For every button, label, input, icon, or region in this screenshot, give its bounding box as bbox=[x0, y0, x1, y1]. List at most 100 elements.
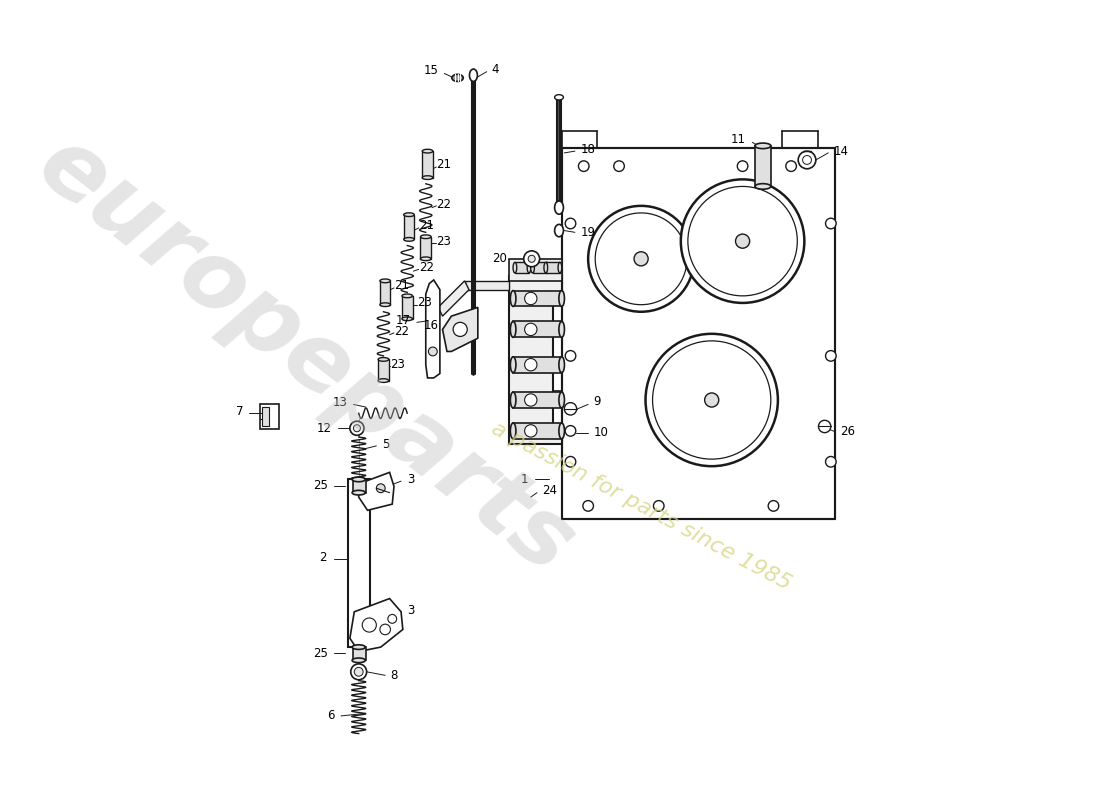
Bar bbox=[378, 359, 388, 381]
Text: 2: 2 bbox=[319, 550, 327, 563]
Ellipse shape bbox=[420, 257, 431, 261]
Circle shape bbox=[825, 457, 836, 467]
Text: 20: 20 bbox=[492, 252, 507, 266]
Ellipse shape bbox=[402, 294, 412, 298]
Bar bbox=[513, 423, 562, 439]
Text: 9: 9 bbox=[593, 395, 601, 408]
Text: 22: 22 bbox=[437, 198, 451, 210]
Text: 15: 15 bbox=[424, 64, 438, 78]
Ellipse shape bbox=[402, 317, 412, 321]
Circle shape bbox=[525, 425, 537, 437]
Ellipse shape bbox=[404, 238, 415, 242]
Text: 25: 25 bbox=[312, 646, 328, 660]
Circle shape bbox=[799, 151, 816, 169]
Bar bbox=[513, 357, 562, 373]
Text: 7: 7 bbox=[235, 405, 243, 418]
Ellipse shape bbox=[559, 423, 564, 439]
Ellipse shape bbox=[559, 290, 564, 306]
Ellipse shape bbox=[554, 94, 563, 100]
Text: 6: 6 bbox=[328, 710, 334, 722]
Text: 4: 4 bbox=[491, 63, 498, 77]
Text: 21: 21 bbox=[394, 278, 409, 292]
Text: 26: 26 bbox=[840, 426, 856, 438]
Text: 17: 17 bbox=[396, 314, 410, 327]
Circle shape bbox=[818, 420, 830, 433]
Text: 21: 21 bbox=[437, 158, 451, 171]
Text: 13: 13 bbox=[332, 396, 348, 409]
Bar bbox=[513, 290, 562, 306]
Circle shape bbox=[565, 218, 575, 229]
Bar bbox=[508, 258, 562, 281]
Ellipse shape bbox=[559, 322, 564, 338]
Circle shape bbox=[362, 618, 376, 632]
Ellipse shape bbox=[378, 378, 388, 382]
Ellipse shape bbox=[510, 392, 516, 408]
Ellipse shape bbox=[544, 262, 549, 273]
Circle shape bbox=[588, 206, 694, 312]
Text: 21: 21 bbox=[419, 218, 433, 232]
Text: 18: 18 bbox=[580, 143, 595, 156]
Circle shape bbox=[453, 322, 468, 337]
Ellipse shape bbox=[352, 490, 365, 495]
Circle shape bbox=[379, 624, 390, 634]
Circle shape bbox=[825, 218, 836, 229]
Text: 25: 25 bbox=[312, 479, 328, 492]
Bar bbox=[755, 146, 771, 186]
Text: 23: 23 bbox=[417, 297, 432, 310]
Polygon shape bbox=[442, 307, 477, 351]
Circle shape bbox=[525, 358, 537, 371]
Bar bbox=[562, 149, 835, 519]
Text: 3: 3 bbox=[407, 473, 415, 486]
Ellipse shape bbox=[379, 303, 390, 306]
Circle shape bbox=[825, 350, 836, 361]
Circle shape bbox=[525, 394, 537, 406]
Ellipse shape bbox=[352, 658, 365, 662]
Circle shape bbox=[705, 393, 718, 407]
Circle shape bbox=[768, 501, 779, 511]
Text: 22: 22 bbox=[419, 261, 433, 274]
Circle shape bbox=[525, 292, 537, 305]
Ellipse shape bbox=[510, 423, 516, 439]
Text: 11: 11 bbox=[730, 133, 745, 146]
Ellipse shape bbox=[378, 358, 388, 362]
Circle shape bbox=[354, 667, 363, 676]
Ellipse shape bbox=[352, 645, 365, 650]
Ellipse shape bbox=[559, 357, 564, 373]
Circle shape bbox=[565, 457, 575, 467]
Circle shape bbox=[524, 251, 540, 266]
Ellipse shape bbox=[510, 322, 516, 338]
Bar bbox=[402, 296, 412, 319]
Ellipse shape bbox=[513, 262, 517, 273]
Ellipse shape bbox=[554, 224, 563, 237]
Polygon shape bbox=[426, 280, 440, 378]
Circle shape bbox=[565, 350, 575, 361]
Circle shape bbox=[428, 347, 437, 356]
Circle shape bbox=[785, 161, 796, 171]
Bar bbox=[260, 405, 279, 429]
Circle shape bbox=[614, 161, 625, 171]
Text: 1: 1 bbox=[520, 473, 528, 486]
Text: 3: 3 bbox=[407, 603, 415, 617]
Text: 10: 10 bbox=[593, 426, 608, 439]
Ellipse shape bbox=[543, 262, 548, 273]
Ellipse shape bbox=[755, 143, 771, 149]
Text: 24: 24 bbox=[542, 483, 558, 497]
Ellipse shape bbox=[420, 235, 431, 238]
Ellipse shape bbox=[379, 279, 390, 282]
Bar bbox=[515, 262, 529, 273]
Circle shape bbox=[388, 614, 397, 623]
Circle shape bbox=[736, 234, 749, 248]
Circle shape bbox=[634, 252, 648, 266]
Text: 14: 14 bbox=[834, 145, 848, 158]
Text: 23: 23 bbox=[390, 358, 405, 371]
Ellipse shape bbox=[510, 290, 516, 306]
Ellipse shape bbox=[404, 213, 415, 217]
Circle shape bbox=[652, 341, 771, 459]
Polygon shape bbox=[359, 472, 394, 510]
Circle shape bbox=[351, 664, 366, 680]
Circle shape bbox=[350, 421, 364, 435]
Ellipse shape bbox=[558, 262, 562, 273]
Text: 22: 22 bbox=[394, 325, 409, 338]
Bar bbox=[532, 262, 547, 273]
Text: 19: 19 bbox=[580, 226, 595, 239]
